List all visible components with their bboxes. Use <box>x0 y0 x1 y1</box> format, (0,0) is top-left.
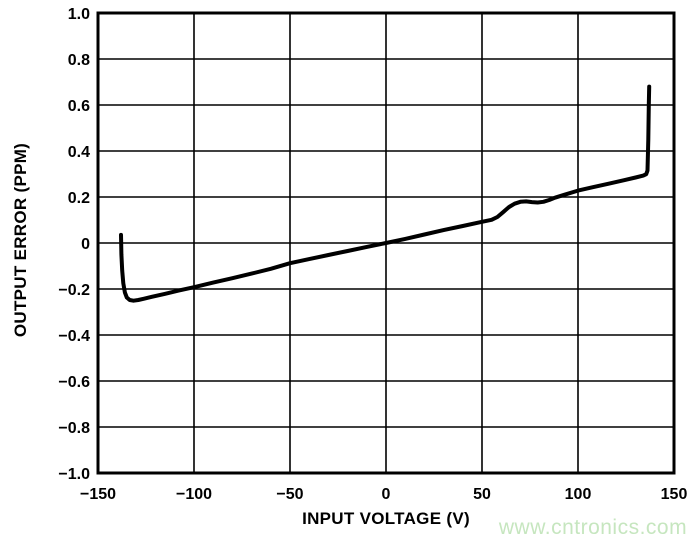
x-tick-label: 100 <box>565 486 592 503</box>
y-tick-label: 0 <box>81 236 90 253</box>
y-tick-label: 0.4 <box>68 144 90 161</box>
curve-layer <box>119 84 652 303</box>
y-tick-label: −0.6 <box>58 374 90 391</box>
x-tick-label: −100 <box>176 486 212 503</box>
y-tick-label: 0.2 <box>68 190 90 207</box>
x-axis-title: INPUT VOLTAGE (V) <box>302 509 470 528</box>
y-tick-label: 0.8 <box>68 52 90 69</box>
watermark: www.cntronics.com <box>498 516 687 539</box>
y-tick-label: −0.4 <box>58 328 90 345</box>
plot-border <box>96 11 676 475</box>
y-tick-label: −1.0 <box>58 466 90 483</box>
y-axis-title: OUTPUT ERROR (PPM) <box>11 143 30 337</box>
tick-layer: −150 −100 −50 0 50 100 150 1.0 0.8 0.6 0.4 0.2 0 −0.2… <box>58 6 687 503</box>
y-tick-label: 1.0 <box>68 6 90 23</box>
y-tick-label: −0.8 <box>58 420 90 437</box>
x-tick-label: 0 <box>382 486 391 503</box>
x-tick-label: −50 <box>276 486 303 503</box>
x-tick-label: −150 <box>80 486 116 503</box>
error-curve <box>119 84 652 303</box>
y-tick-label: 0.6 <box>68 98 90 115</box>
y-tick-label: −0.2 <box>58 282 90 299</box>
x-tick-label: 50 <box>473 486 491 503</box>
x-tick-label: 150 <box>661 486 688 503</box>
